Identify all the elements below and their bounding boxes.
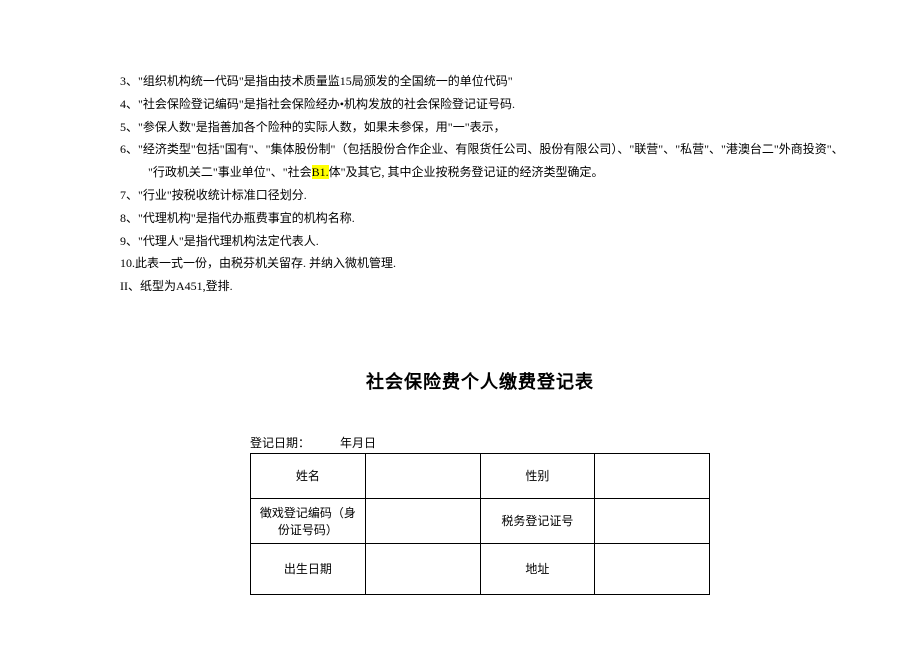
table-row: 姓名 性别 (251, 453, 710, 498)
note-4: 4、"社会保险登记编码"是指社会保险经办•机构发放的社会保险登记证号码. (120, 93, 900, 116)
registration-date-line: 登记日期： 年月日 (250, 434, 900, 451)
table-row: 出生日期 地址 (251, 543, 710, 594)
value-name (365, 453, 480, 498)
registration-form-table: 姓名 性别 徵戏登记编码（身份证号码） 税务登记证号 出生日期 地址 (250, 453, 710, 595)
note-11: II、纸型为A451,登排. (120, 275, 900, 298)
note-6b: "行政机关二"事业单位"、"社会B1.体"及其它, 其中企业按税务登记证的经济类… (120, 161, 900, 184)
value-id-code (365, 498, 480, 543)
note-3: 3、"组织机构统一代码"是指由技术质量监15局颁发的全国统一的单位代码" (120, 70, 900, 93)
note-5: 5、"参保人数"是指善加各个险种的实际人数，如果未参保，用"一"表示， (120, 116, 900, 139)
note-6b-post: 体"及其它, 其中企业按税务登记证的经济类型确定。 (329, 165, 604, 179)
note-6b-highlight: B1. (312, 165, 329, 179)
label-gender: 性别 (480, 453, 595, 498)
label-birthdate: 出生日期 (251, 543, 366, 594)
note-6b-pre: "行政机关二"事业单位"、"社会 (148, 165, 312, 179)
label-name: 姓名 (251, 453, 366, 498)
note-8: 8、"代理机构"是指代办瓶费事宜的机构名称. (120, 207, 900, 230)
label-tax-reg: 税务登记证号 (480, 498, 595, 543)
note-7: 7、"行业"按税收统计标准口径划分. (120, 184, 900, 207)
note-10: 10.此表一式一份，由税芬机关留存. 并纳入微机管理. (120, 252, 900, 275)
label-address: 地址 (480, 543, 595, 594)
label-id-code: 徵戏登记编码（身份证号码） (251, 498, 366, 543)
table-row: 徵戏登记编码（身份证号码） 税务登记证号 (251, 498, 710, 543)
value-address (595, 543, 710, 594)
value-tax-reg (595, 498, 710, 543)
note-6a: 6、"经济类型"包括"国有"、"集体股份制"（包括股份合作企业、有限货任公司、股… (120, 138, 900, 161)
value-gender (595, 453, 710, 498)
note-9: 9、"代理人"是指代理机构法定代表人. (120, 230, 900, 253)
form-title: 社会保险费个人缴费登记表 (60, 368, 900, 394)
value-birthdate (365, 543, 480, 594)
date-suffix: 年月日 (340, 436, 376, 450)
date-prefix: 登记日期： (250, 436, 310, 450)
